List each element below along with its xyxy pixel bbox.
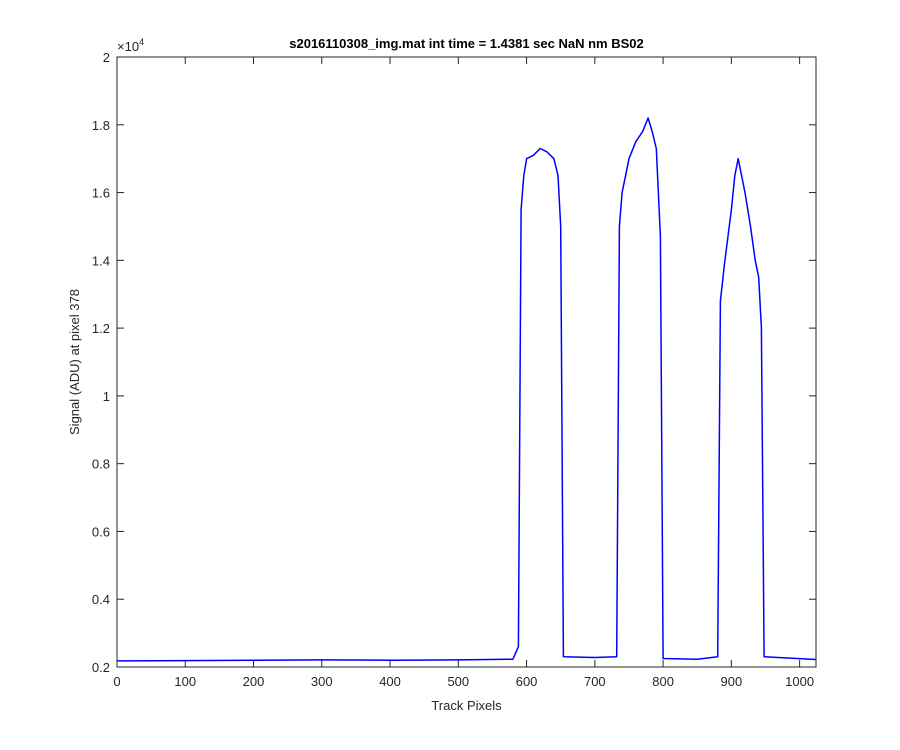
x-tick-label: 1000 (785, 674, 814, 689)
y-axis-exponent-base: ×10 (117, 39, 139, 54)
x-tick-label: 300 (311, 674, 333, 689)
x-tick-label: 400 (379, 674, 401, 689)
x-tick-label: 800 (652, 674, 674, 689)
axes-box (116, 56, 817, 668)
y-tick-label: 0.4 (92, 592, 110, 607)
x-tick-label: 200 (243, 674, 265, 689)
y-tick-label: 0.8 (92, 457, 110, 472)
y-axis-exponent: ×104 (117, 37, 144, 54)
y-tick-label: 1 (103, 389, 110, 404)
y-tick-label: 0.6 (92, 524, 110, 539)
y-tick-label: 1.2 (92, 321, 110, 336)
x-tick-label: 500 (447, 674, 469, 689)
plot-area (117, 57, 816, 667)
x-tick-label: 700 (584, 674, 606, 689)
y-axis-exponent-power: 4 (139, 37, 144, 47)
y-tick-label: 1.6 (92, 186, 110, 201)
x-axis-ticks: 0 100 200 300 400 500 600 700 800 900 1000 (113, 57, 814, 689)
x-tick-label: 0 (113, 674, 120, 689)
x-tick-label: 100 (174, 674, 196, 689)
y-tick-label: 1.4 (92, 253, 110, 268)
chart-title: s2016110308_img.mat int time = 1.4381 se… (289, 36, 643, 51)
series-layer (116, 117, 817, 662)
series-line (116, 117, 817, 662)
x-tick-label: 600 (516, 674, 538, 689)
x-axis-label: Track Pixels (431, 698, 502, 713)
y-tick-label: 2 (103, 50, 110, 65)
y-tick-label: 0.2 (92, 660, 110, 675)
y-tick-label: 1.8 (92, 118, 110, 133)
x-tick-label: 900 (721, 674, 743, 689)
y-axis-label: Signal (ADU) at pixel 378 (67, 289, 82, 435)
